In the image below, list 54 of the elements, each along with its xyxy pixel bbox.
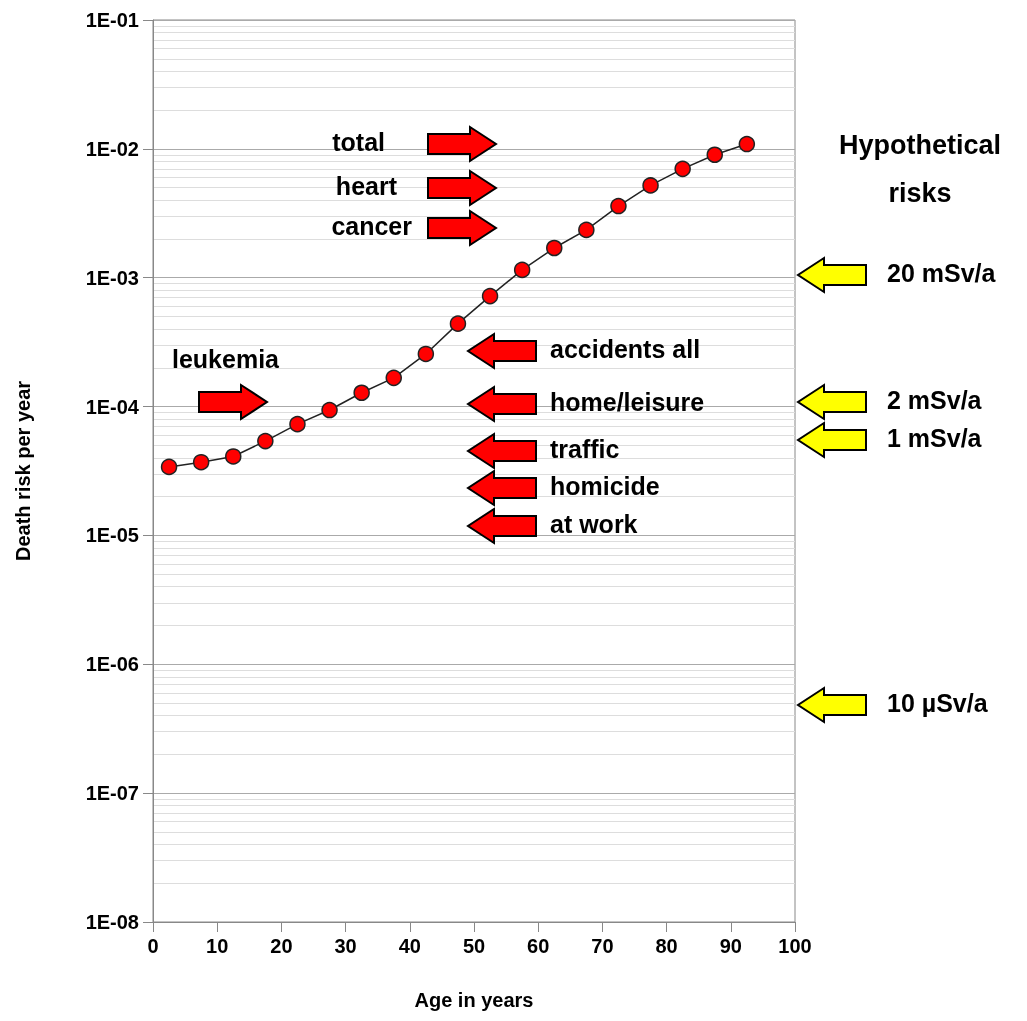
point <box>289 415 306 433</box>
x-tick-label: 0 <box>147 935 159 957</box>
point <box>738 135 756 153</box>
y-tick-label: 1E-07 <box>85 782 139 805</box>
text: 2 mSv/a <box>887 385 982 415</box>
y-tick-label: 1E-04 <box>85 395 140 418</box>
point <box>578 221 595 239</box>
x-tick-label: 80 <box>655 935 678 957</box>
x-tick-label: 70 <box>591 935 614 957</box>
y-tick-label: 1E-08 <box>85 911 139 933</box>
x-tick-label: 20 <box>270 935 293 957</box>
y-tick-label: 1E-03 <box>85 266 139 289</box>
point <box>321 401 338 419</box>
x-axis-title: Age in years <box>414 989 534 1011</box>
y-tick-label: 1E-01 <box>85 9 139 31</box>
text: Hypothetical risks <box>838 129 1002 210</box>
x-tick-label: 100 <box>778 935 812 957</box>
point <box>546 239 563 257</box>
point <box>385 369 402 387</box>
y-axis-title: Death risk per year <box>12 380 34 562</box>
annotation: accidents all <box>550 334 701 364</box>
annotation: homicide <box>550 471 660 501</box>
text: 1 mSv/a <box>887 423 982 453</box>
point <box>674 160 691 178</box>
y-tick-label: 1E-06 <box>85 653 139 676</box>
x-tick-label: 90 <box>719 935 742 957</box>
point <box>642 177 659 194</box>
y-tick-label: 1E-02 <box>85 137 139 160</box>
annotation: heart <box>335 171 397 201</box>
text: 20 mSv/a <box>887 258 996 288</box>
x-tick-label: 50 <box>462 935 486 957</box>
point <box>706 146 723 163</box>
point <box>257 432 274 450</box>
x-tick-label: 40 <box>398 935 421 957</box>
x-tick-label: 30 <box>334 935 357 957</box>
point <box>481 287 499 305</box>
x-tick-label: 10 <box>206 935 229 957</box>
point <box>610 197 627 215</box>
point <box>192 453 210 471</box>
point <box>225 448 242 465</box>
annotation: cancer <box>331 211 412 241</box>
point <box>513 261 531 279</box>
point <box>449 315 467 332</box>
annotation: leukemia <box>172 344 280 374</box>
annotation: traffic <box>550 434 620 464</box>
point <box>417 345 435 363</box>
annotation: at work <box>550 509 638 539</box>
y-tick-label: 1E-05 <box>85 524 139 547</box>
text: 10 µSv/a <box>887 688 988 718</box>
x-tick-label: 60 <box>527 935 550 957</box>
annotation: total <box>332 127 385 157</box>
point <box>353 384 370 401</box>
annotation: home/leisure <box>550 387 705 417</box>
point <box>160 458 178 476</box>
